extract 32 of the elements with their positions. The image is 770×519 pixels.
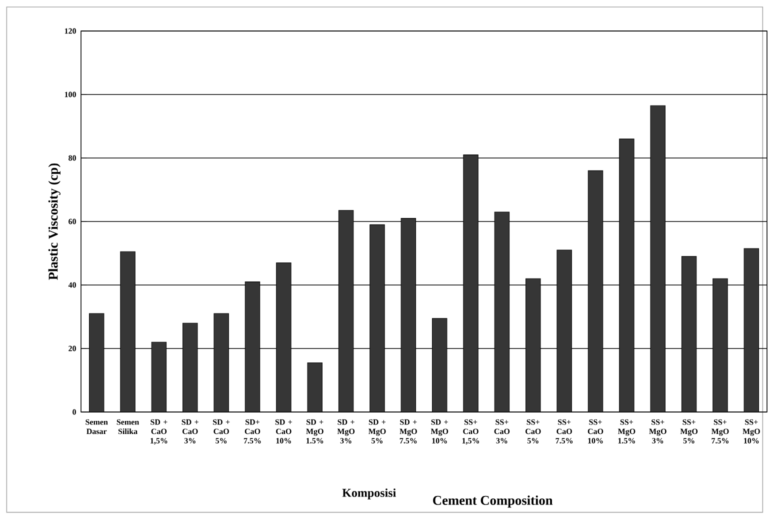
y-tick-label: 0 [72,409,76,415]
x-tick-label: SS+ CaO 7.5% [556,419,573,444]
x-tick-label: SS+ MgO 3% [649,419,666,444]
y-tick-label: 80 [68,155,76,161]
x-tick-label: SD + CaO 5% [213,419,230,444]
x-tick-label: SD + MgO 7.5% [400,419,417,444]
y-tick-label: 100 [64,92,76,98]
y-tick-label: 40 [68,282,76,288]
x-tick-label: SS+ CaO 5% [526,419,541,444]
x-tick-label: SD+ CaO 7.5% [244,419,261,444]
x-axis-title: Komposisi [342,488,396,500]
y-tick-label: 20 [68,346,76,352]
x-tick-label: SS+ CaO 1,5% [462,419,480,445]
x-tick-label: SD + MgO 5% [368,419,386,444]
text: Cement Composition [433,495,553,508]
x-tick-label: SD + MgO 3% [337,419,355,444]
x-tick-label: Semen Dasar [86,419,108,434]
x-tick-label: SS+ MgO 1.5% [618,419,636,444]
x-tick-label: Semen Silika [116,419,139,434]
y-tick-label: 120 [64,28,76,34]
x-tick-label: SD + CaO 1,5% [150,419,168,445]
x-tick-label: SD + MgO 10% [430,419,448,444]
y-axis-title: Plastic Viscosity (cp) [48,163,60,280]
x-tick-label: SS+ MgO 5% [680,419,698,444]
y-tick-label: 60 [68,218,76,224]
x-tick-label: SS+ CaO 10% [588,419,604,444]
x-tick-label: SS+ CaO 3% [494,419,510,444]
x-tick-label: SD + CaO 3% [182,419,198,444]
x-tick-label: SD + CaO 10% [275,419,292,444]
x-tick-label: SD + MgO 1.5% [306,419,324,444]
x-tick-label: SS+ MgO 10% [742,419,760,444]
x-tick-label: SS+ MgO 7.5% [711,419,729,444]
